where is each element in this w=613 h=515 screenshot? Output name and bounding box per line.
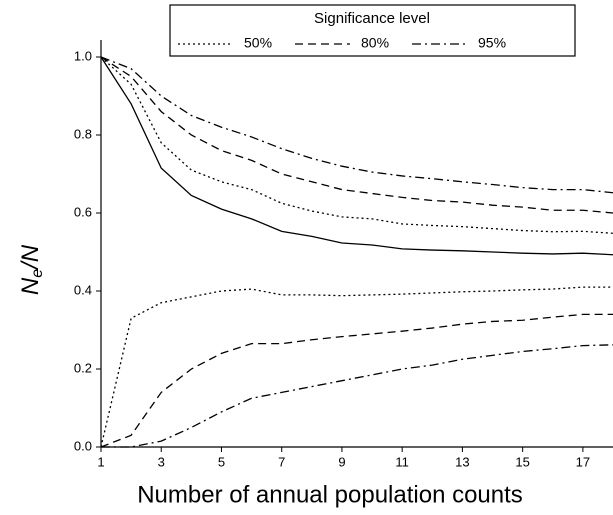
series-line [100, 56, 613, 214]
y-label-main: N [17, 277, 44, 295]
x-tick-label: 5 [218, 454, 225, 469]
series-line [101, 344, 613, 448]
series-line [100, 313, 613, 448]
y-tick-label: 0.8 [74, 126, 92, 141]
x-tick-label: 15 [515, 454, 529, 469]
y-tick-label: 0.0 [74, 438, 92, 453]
y-label-sub: e [29, 269, 46, 278]
x-tick-label: 7 [278, 454, 285, 469]
y-tick-label: 1.0 [74, 48, 92, 63]
series-line [100, 56, 613, 256]
x-tick-label: 1 [97, 454, 104, 469]
x-tick-label: 3 [158, 454, 165, 469]
x-tick-label: 13 [455, 454, 469, 469]
y-axis-label: Ne/N [17, 244, 46, 295]
y-label-tail: /N [17, 244, 44, 271]
legend-label: 95% [478, 35, 506, 51]
x-tick-label: 9 [338, 454, 345, 469]
x-tick-label: 17 [576, 454, 590, 469]
series-line [100, 56, 613, 234]
x-tick-label: 11 [395, 454, 409, 469]
y-tick-label: 0.6 [74, 204, 92, 219]
legend-label: 80% [361, 35, 389, 51]
legend-box [169, 4, 576, 57]
y-tick-label: 0.4 [74, 282, 92, 297]
x-axis-label: Number of annual population counts [137, 481, 523, 508]
legend-title: Significance level [314, 10, 430, 27]
y-tick-label: 0.2 [74, 360, 92, 375]
legend-label: 50% [244, 35, 272, 51]
series-line [100, 286, 613, 448]
series-line [100, 56, 613, 194]
